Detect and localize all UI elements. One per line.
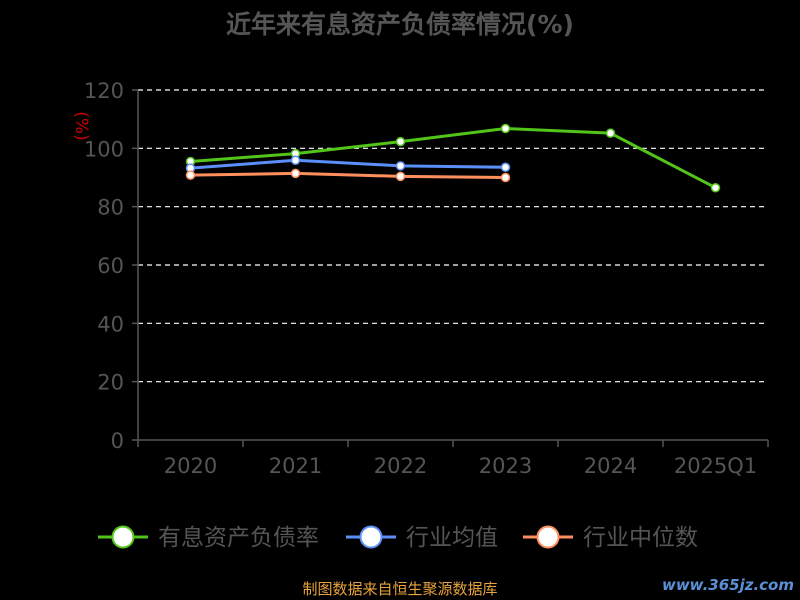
chart-title: 近年来有息资产负债率情况(%)	[226, 10, 574, 39]
legend-item[interactable]: 行业中位数	[523, 525, 698, 551]
y-tick-label: 60	[97, 254, 124, 278]
y-tick-label: 120	[84, 79, 124, 103]
x-tick-label: 2023	[479, 454, 532, 478]
legend-label: 行业均值	[406, 525, 498, 551]
y-axis-label: (%)	[71, 111, 91, 140]
y-tick-label: 0	[111, 429, 124, 453]
data-point	[185, 170, 196, 180]
legend-marker	[111, 525, 135, 549]
grid	[138, 89, 768, 383]
legend-marker	[359, 525, 383, 549]
series-1	[185, 155, 511, 173]
x-tick-label: 2020	[164, 454, 217, 478]
data-point	[500, 162, 511, 173]
source-label: 制图数据来自恒生聚源数据库	[302, 580, 497, 598]
series-line	[190, 127, 717, 190]
data-point	[395, 161, 406, 171]
y-tick-label: 100	[84, 137, 124, 161]
legend[interactable]: 有息资产负债率 行业均值 行业中位数	[98, 525, 698, 551]
series-line	[190, 171, 506, 179]
series-line	[190, 158, 506, 170]
legend-label: 行业中位数	[583, 525, 698, 551]
data-point	[605, 128, 616, 138]
axes: 0 20 40 60 80 100 120 2020 2021 2022 2023 2024 2025Q…	[84, 79, 769, 478]
series-2	[185, 168, 511, 183]
series	[185, 123, 721, 193]
y-tick-label: 80	[97, 196, 124, 220]
legend-marker	[536, 525, 560, 549]
data-point	[500, 172, 511, 183]
data-point	[395, 136, 406, 147]
y-tick-label: 20	[97, 371, 124, 395]
data-point	[500, 123, 511, 134]
data-point	[395, 171, 406, 182]
data-point	[290, 155, 301, 166]
data-point	[290, 168, 301, 179]
x-tick-label: 2022	[374, 454, 427, 478]
x-tick-label: 2025Q1	[674, 454, 757, 478]
legend-label: 有息资产负债率	[158, 525, 319, 551]
x-tick-label: 2021	[269, 454, 322, 478]
x-tick-label: 2024	[584, 454, 637, 478]
watermark: www.365jz.com	[662, 576, 794, 594]
legend-item[interactable]: 有息资产负债率	[98, 525, 319, 551]
series-0	[185, 123, 721, 193]
data-point	[710, 182, 721, 193]
y-tick-label: 40	[97, 312, 124, 336]
legend-item[interactable]: 行业均值	[346, 525, 498, 551]
